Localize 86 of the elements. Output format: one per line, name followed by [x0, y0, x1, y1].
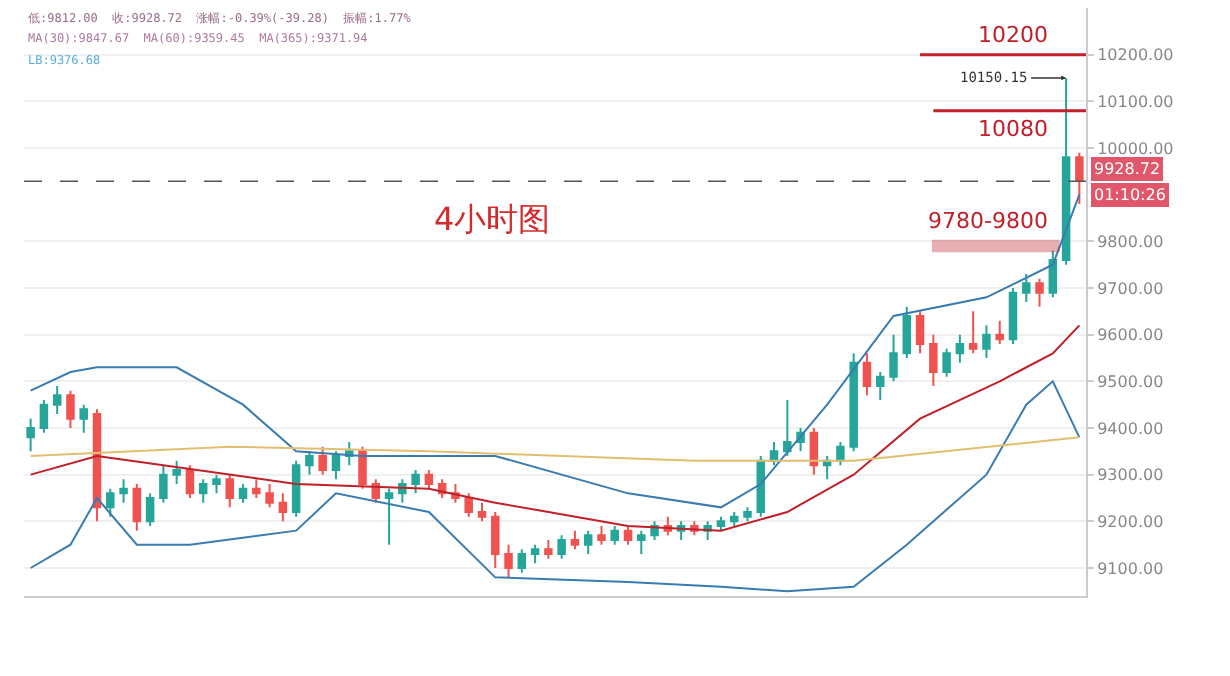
candlestick: [597, 525, 606, 546]
y-tick-label: 10100.00: [1097, 92, 1174, 111]
y-tick-label: 9500.00: [1097, 372, 1164, 391]
candlestick: [982, 324, 991, 359]
candlestick: [570, 529, 580, 551]
candlestick: [623, 525, 633, 546]
candlestick: [39, 399, 49, 434]
line-series: [29, 380, 1081, 593]
candlestick: [477, 501, 487, 523]
candlestick: [185, 464, 195, 499]
candlestick: [968, 310, 978, 355]
line-series: [29, 193, 1081, 509]
candlestick: [172, 459, 181, 485]
candlestick: [159, 464, 168, 504]
ref-line-label: 10080: [978, 116, 1048, 142]
candlestick: [291, 459, 301, 518]
candlestick: [198, 478, 208, 504]
candlestick: [1035, 277, 1044, 308]
line-series: [29, 324, 1081, 532]
y-tick-label: 9800.00: [1097, 232, 1164, 251]
candlestick: [145, 492, 155, 527]
candlestick: [769, 441, 779, 467]
candlestick: [26, 417, 35, 453]
candlestick: [225, 473, 235, 509]
candlestick: [889, 333, 898, 383]
band-label: 9780-9800: [928, 208, 1048, 234]
candlestick: [610, 525, 619, 546]
candlestick: [212, 473, 221, 495]
candlestick: [119, 478, 128, 504]
candlestick: [66, 389, 75, 429]
candlestick: [783, 399, 792, 457]
y-tick-label: 9300.00: [1097, 466, 1164, 485]
candlestick: [318, 445, 327, 476]
y-tick-label: 9400.00: [1097, 419, 1164, 438]
text: 01:10:26: [1094, 186, 1166, 204]
candlestick: [955, 333, 965, 364]
candlestick: [132, 483, 142, 532]
candlestick: [995, 319, 1004, 345]
candlestick: [544, 539, 553, 560]
candlestick: [79, 403, 88, 434]
y-tick-label: 10200.00: [1097, 46, 1174, 65]
candlestick: [238, 483, 248, 504]
candlestick: [1048, 249, 1058, 299]
annotation: 4小时图: [434, 200, 551, 238]
ref-line-label: 10200: [978, 22, 1048, 48]
candlestick: [265, 483, 274, 509]
y-tick-label: 9200.00: [1097, 512, 1164, 531]
candlestick: [929, 333, 938, 387]
candlestick: [942, 347, 951, 378]
candlestick: [384, 487, 394, 546]
ref-line-label: 9928.72: [1094, 160, 1161, 178]
candlestick: [491, 511, 500, 569]
candlestick: [411, 469, 420, 495]
candlestick: [52, 385, 62, 415]
candlestick: [278, 492, 288, 523]
candlestick: [1075, 151, 1084, 205]
candlestick: [504, 543, 513, 579]
candlestick: [1022, 273, 1031, 303]
candlestick: [849, 352, 858, 453]
y-tick-label: 9600.00: [1097, 326, 1164, 345]
candlestick: [106, 487, 115, 518]
candlestick: [331, 450, 341, 481]
candlestick: [743, 506, 752, 523]
candlestick: [729, 511, 739, 527]
candlestick: [358, 445, 367, 490]
candlestick: [464, 492, 473, 518]
candlestick: [517, 548, 527, 574]
y-tick-label: 10000.00: [1097, 139, 1174, 158]
candlestick: [637, 529, 646, 555]
candlestick: [1008, 287, 1018, 345]
candlestick: [836, 441, 845, 467]
candlestick: [915, 310, 925, 355]
candlestick: [424, 469, 434, 490]
candlestick: [809, 427, 819, 476]
line-series: [29, 436, 1081, 462]
candlestick: [875, 371, 885, 401]
candlestick: [305, 450, 314, 476]
candlestick: [557, 534, 566, 560]
candlestick: [902, 305, 912, 359]
candlestick: [716, 515, 726, 532]
y-tick-label: 9100.00: [1097, 559, 1164, 578]
candlestick: [252, 478, 261, 499]
candlestick: [583, 529, 593, 555]
y-tick-label: 9700.00: [1097, 279, 1164, 298]
candlestick: [862, 352, 872, 397]
candlestick: [530, 543, 540, 565]
